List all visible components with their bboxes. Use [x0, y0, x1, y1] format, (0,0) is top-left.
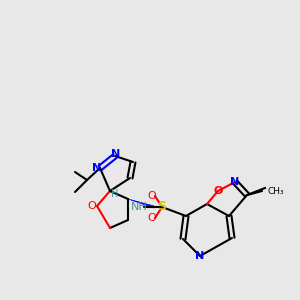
Text: N: N — [195, 251, 205, 261]
Text: O: O — [148, 213, 156, 223]
Text: H: H — [111, 189, 119, 199]
Text: NH: NH — [130, 202, 147, 212]
Text: CH₃: CH₃ — [267, 187, 284, 196]
Polygon shape — [128, 199, 154, 208]
Text: N: N — [92, 163, 102, 173]
Text: O: O — [148, 191, 156, 201]
Text: N: N — [111, 149, 121, 159]
Text: O: O — [213, 186, 223, 196]
Text: S: S — [158, 200, 166, 214]
Text: O: O — [88, 201, 96, 211]
Text: N: N — [230, 177, 240, 187]
